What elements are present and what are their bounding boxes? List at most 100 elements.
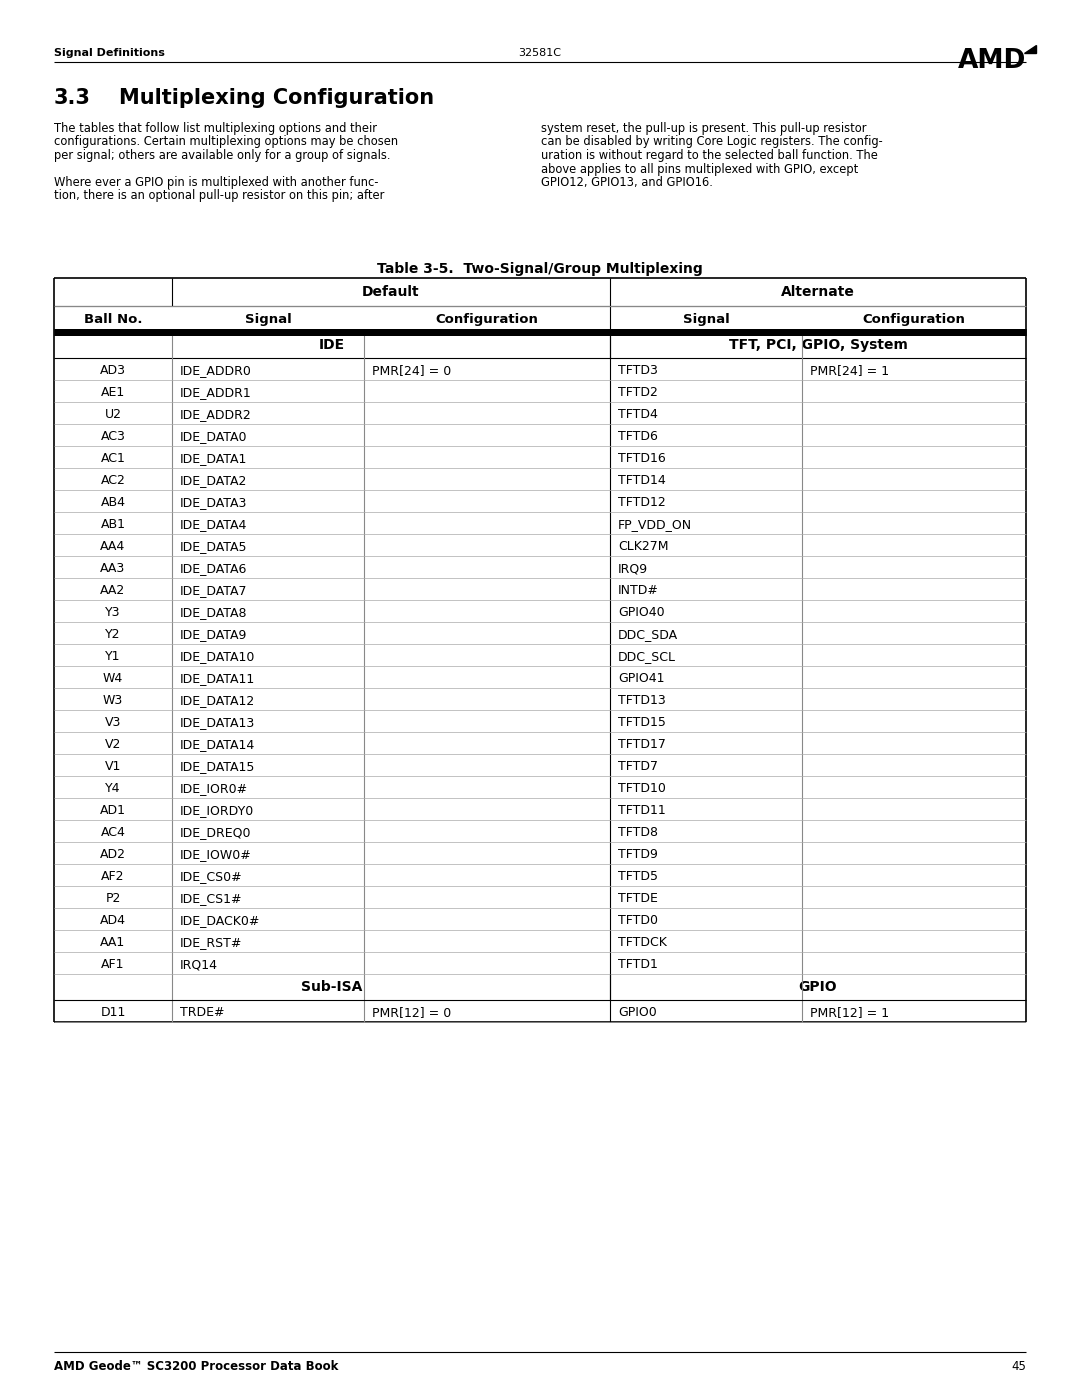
Text: PMR[12] = 0: PMR[12] = 0 <box>372 1006 451 1018</box>
Text: IDE_ADDR1: IDE_ADDR1 <box>180 386 252 400</box>
Text: AC3: AC3 <box>100 430 125 443</box>
Text: uration is without regard to the selected ball function. The: uration is without regard to the selecte… <box>541 149 878 162</box>
Text: Signal Definitions: Signal Definitions <box>54 47 165 59</box>
Text: AA2: AA2 <box>100 584 125 597</box>
Text: IDE_CS0#: IDE_CS0# <box>180 870 243 883</box>
Text: AA1: AA1 <box>100 936 125 949</box>
Text: IDE_DATA3: IDE_DATA3 <box>180 496 247 509</box>
Polygon shape <box>1024 45 1036 53</box>
Text: IDE_DATA7: IDE_DATA7 <box>180 584 247 597</box>
Bar <box>54 490 1026 511</box>
Text: IDE_IOR0#: IDE_IOR0# <box>180 782 248 795</box>
Text: 32581C: 32581C <box>518 47 562 59</box>
Text: IDE_DATA12: IDE_DATA12 <box>180 694 255 707</box>
Text: IDE_RST#: IDE_RST# <box>180 936 242 949</box>
Bar <box>54 710 1026 732</box>
Text: W4: W4 <box>103 672 123 685</box>
Text: W3: W3 <box>103 694 123 707</box>
Bar <box>54 511 1026 534</box>
Text: AMD: AMD <box>958 47 1026 74</box>
Text: IDE_IOW0#: IDE_IOW0# <box>180 848 252 861</box>
Text: DDC_SDA: DDC_SDA <box>618 629 678 641</box>
Text: IDE_DATA2: IDE_DATA2 <box>180 474 247 488</box>
Text: AE1: AE1 <box>100 386 125 400</box>
Bar <box>54 930 1026 951</box>
Text: IDE_DATA14: IDE_DATA14 <box>180 738 255 752</box>
Text: IRQ9: IRQ9 <box>618 562 648 576</box>
Text: IDE_DATA9: IDE_DATA9 <box>180 629 247 641</box>
Text: Configuration: Configuration <box>863 313 966 326</box>
Text: Y2: Y2 <box>105 629 121 641</box>
Text: IDE_IORDY0: IDE_IORDY0 <box>180 805 254 817</box>
Text: IDE_DATA1: IDE_DATA1 <box>180 453 247 465</box>
Text: CLK27M: CLK27M <box>618 541 669 553</box>
Bar <box>54 446 1026 468</box>
Text: IDE_DATA10: IDE_DATA10 <box>180 650 255 664</box>
Text: PMR[24] = 1: PMR[24] = 1 <box>810 365 889 377</box>
Bar <box>54 908 1026 930</box>
Bar <box>54 358 1026 380</box>
Text: TFTD15: TFTD15 <box>618 717 666 729</box>
Text: GPIO41: GPIO41 <box>618 672 664 685</box>
Text: IDE_DREQ0: IDE_DREQ0 <box>180 826 252 840</box>
Text: V1: V1 <box>105 760 121 773</box>
Text: TFTDCK: TFTDCK <box>618 936 666 949</box>
Text: GPIO: GPIO <box>799 981 837 995</box>
Bar <box>54 578 1026 599</box>
Bar <box>54 599 1026 622</box>
Text: TFT, PCI, GPIO, System: TFT, PCI, GPIO, System <box>729 338 907 352</box>
Text: system reset, the pull-up is present. This pull-up resistor: system reset, the pull-up is present. Th… <box>541 122 866 136</box>
Bar <box>54 974 1026 1000</box>
Text: AB1: AB1 <box>100 518 125 531</box>
Text: TFTD6: TFTD6 <box>618 430 658 443</box>
Text: D11: D11 <box>100 1006 125 1018</box>
Text: INTD#: INTD# <box>618 584 659 597</box>
Text: AC4: AC4 <box>100 826 125 840</box>
Text: AF1: AF1 <box>102 958 125 971</box>
Text: TFTD16: TFTD16 <box>618 453 665 465</box>
Text: 3.3: 3.3 <box>54 88 91 108</box>
Text: Signal: Signal <box>245 313 292 326</box>
Text: TFTD11: TFTD11 <box>618 805 665 817</box>
Text: Signal: Signal <box>683 313 729 326</box>
Text: PMR[24] = 0: PMR[24] = 0 <box>372 365 451 377</box>
Text: AA3: AA3 <box>100 562 125 576</box>
Text: AD3: AD3 <box>100 365 126 377</box>
Text: above applies to all pins multiplexed with GPIO, except: above applies to all pins multiplexed wi… <box>541 162 859 176</box>
Text: TFTD13: TFTD13 <box>618 694 665 707</box>
Text: TFTD9: TFTD9 <box>618 848 658 861</box>
Bar <box>54 754 1026 775</box>
Bar <box>54 820 1026 842</box>
Text: IDE_ADDR2: IDE_ADDR2 <box>180 408 252 420</box>
Text: GPIO12, GPIO13, and GPIO16.: GPIO12, GPIO13, and GPIO16. <box>541 176 713 189</box>
Text: AD4: AD4 <box>100 914 126 928</box>
Text: TFTD8: TFTD8 <box>618 826 658 840</box>
Text: V3: V3 <box>105 717 121 729</box>
Text: TFTD10: TFTD10 <box>618 782 666 795</box>
Text: Where ever a GPIO pin is multiplexed with another func-: Where ever a GPIO pin is multiplexed wit… <box>54 176 378 189</box>
Text: AC2: AC2 <box>100 474 125 488</box>
Text: AA4: AA4 <box>100 541 125 553</box>
Bar <box>54 886 1026 908</box>
Text: V2: V2 <box>105 738 121 752</box>
Bar <box>54 622 1026 644</box>
Text: PMR[12] = 1: PMR[12] = 1 <box>810 1006 889 1018</box>
Text: Default: Default <box>362 285 420 299</box>
Bar <box>172 278 610 306</box>
Text: Y4: Y4 <box>105 782 121 795</box>
Text: 45: 45 <box>1011 1361 1026 1373</box>
Text: DDC_SCL: DDC_SCL <box>618 650 676 664</box>
Text: AF2: AF2 <box>102 870 125 883</box>
Bar <box>54 644 1026 666</box>
Text: TFTD12: TFTD12 <box>618 496 665 509</box>
Bar <box>54 666 1026 687</box>
Text: Y3: Y3 <box>105 606 121 619</box>
Text: Sub-ISA: Sub-ISA <box>301 981 363 995</box>
Text: Y1: Y1 <box>105 650 121 664</box>
Bar <box>54 468 1026 490</box>
Text: IDE: IDE <box>319 338 346 352</box>
Text: can be disabled by writing Core Logic registers. The config-: can be disabled by writing Core Logic re… <box>541 136 882 148</box>
Text: TFTD5: TFTD5 <box>618 870 658 883</box>
Bar <box>54 732 1026 754</box>
Text: TFTDE: TFTDE <box>618 893 658 905</box>
